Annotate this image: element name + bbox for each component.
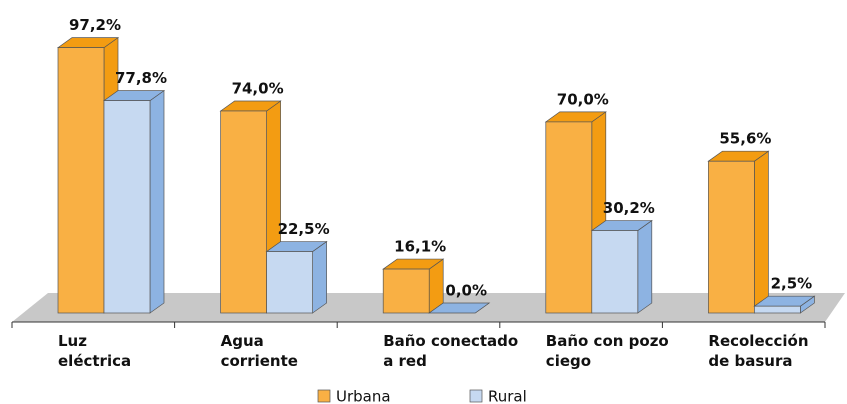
bar	[590, 219, 653, 314]
x-tick-label-line: Agua	[221, 332, 264, 350]
value-label: 74,0%	[232, 79, 284, 97]
x-tick-label-line: eléctrica	[58, 352, 131, 370]
bar-front	[591, 230, 639, 314]
bar-side	[754, 150, 769, 314]
bar	[219, 100, 282, 314]
bar-front	[382, 268, 430, 314]
bar-front	[754, 305, 801, 314]
bar	[428, 302, 491, 314]
bar-front	[57, 47, 105, 314]
legend-label: Urbana	[336, 388, 391, 404]
x-tick-label-line: Recolección	[708, 332, 808, 350]
bar	[753, 295, 816, 314]
x-tick-label-line: corriente	[221, 352, 298, 370]
value-label: 70,0%	[557, 90, 609, 108]
x-tick-label-line: Baño conectado	[383, 332, 518, 350]
value-label: 30,2%	[603, 199, 655, 217]
legend-label: Rural	[488, 388, 527, 404]
bar	[265, 240, 328, 314]
legend-swatch	[317, 389, 331, 403]
x-tick-label: Baño conectado a red	[383, 332, 518, 370]
legend-swatch	[469, 389, 483, 403]
bar	[382, 258, 445, 314]
x-tick-label-line: ciego	[546, 352, 591, 370]
bar-side	[312, 240, 327, 314]
x-tick-label: Baño con pozo ciego	[546, 332, 669, 370]
bar	[102, 89, 166, 314]
value-label: 97,2%	[69, 16, 121, 34]
value-label: 0,0%	[445, 282, 487, 300]
bar	[707, 150, 770, 314]
value-label: 16,1%	[394, 238, 446, 256]
bar-front	[708, 160, 755, 314]
value-label: 22,5%	[278, 220, 330, 238]
bar-front	[545, 121, 593, 314]
x-tick-label-line: a red	[383, 352, 427, 370]
x-tick-label: Luz eléctrica	[58, 332, 131, 370]
value-label: 2,5%	[771, 275, 813, 293]
x-tick-label-line: Baño con pozo	[546, 332, 669, 350]
bar-front	[220, 110, 267, 314]
x-tick-label: Agua corriente	[221, 332, 298, 370]
x-tick-label-line: de basura	[708, 352, 792, 370]
value-label: 77,8%	[115, 69, 167, 87]
bar-top	[428, 302, 491, 314]
bar-front	[103, 100, 151, 314]
x-tick-label-line: Luz	[58, 332, 87, 350]
bar-side	[637, 219, 653, 314]
value-label: 55,6%	[719, 130, 771, 148]
bar-front	[266, 251, 313, 314]
x-tick-label: Recolección de basura	[708, 332, 808, 370]
bar-side	[149, 89, 165, 314]
